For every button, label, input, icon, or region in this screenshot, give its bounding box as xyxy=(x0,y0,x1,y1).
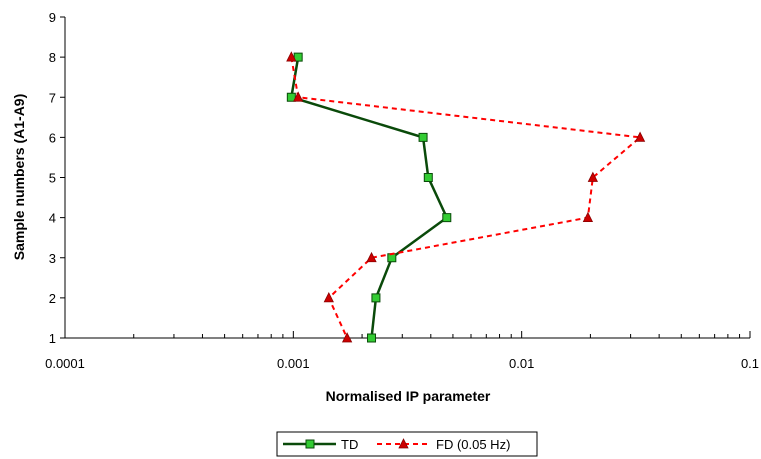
series-line-td xyxy=(289,56,449,339)
axes: 0.0001 0.001 0.01 0.1 1 2 3 4 5 6 7 8 9 xyxy=(45,10,759,371)
y-tick-label: 4 xyxy=(49,211,56,226)
y-tick-label: 3 xyxy=(49,251,56,266)
legend-label-td: TD xyxy=(341,437,358,452)
series-layer xyxy=(286,51,646,343)
y-tick-label: 1 xyxy=(49,331,56,346)
legend-marker-fd xyxy=(398,438,409,449)
data-point-fd xyxy=(587,171,598,182)
x-ticks: 0.0001 0.001 0.01 0.1 xyxy=(45,331,759,371)
data-point-td xyxy=(442,213,452,223)
x-tick-label: 0.001 xyxy=(277,356,310,371)
legend-marker-td xyxy=(305,439,315,449)
data-point-fd xyxy=(286,51,297,62)
data-point-fd xyxy=(634,131,646,142)
y-tick-label: 8 xyxy=(49,50,56,65)
data-point-fd xyxy=(582,211,594,223)
data-point-fd xyxy=(323,291,334,303)
data-point-fd xyxy=(293,91,304,102)
data-point-fd xyxy=(366,251,377,263)
legend-label-fd: FD (0.05 Hz) xyxy=(436,437,510,452)
y-axis-title: Sample numbers (A1-A9) xyxy=(11,94,27,260)
series-fd xyxy=(286,51,646,343)
y-tick-label: 2 xyxy=(49,291,56,306)
y-tick-label: 6 xyxy=(49,130,56,145)
data-point-td xyxy=(367,333,377,343)
legend: TD FD (0.05 Hz) xyxy=(276,431,538,457)
data-point-td xyxy=(418,132,428,142)
data-point-td xyxy=(423,173,433,182)
x-tick-label: 0.1 xyxy=(741,356,759,371)
x-tick-label: 0.01 xyxy=(509,356,534,371)
data-point-td xyxy=(371,293,381,303)
y-ticks: 1 2 3 4 5 6 7 8 9 xyxy=(49,10,65,346)
x-axis-title: Normalised IP parameter xyxy=(326,388,491,404)
y-tick-label: 7 xyxy=(49,90,56,105)
series-td xyxy=(286,52,452,343)
y-tick-label: 9 xyxy=(49,10,56,25)
y-tick-label: 5 xyxy=(49,171,56,186)
series-line-fd xyxy=(290,56,643,339)
x-tick-label: 0.0001 xyxy=(45,356,85,371)
data-point-fd xyxy=(341,332,353,343)
